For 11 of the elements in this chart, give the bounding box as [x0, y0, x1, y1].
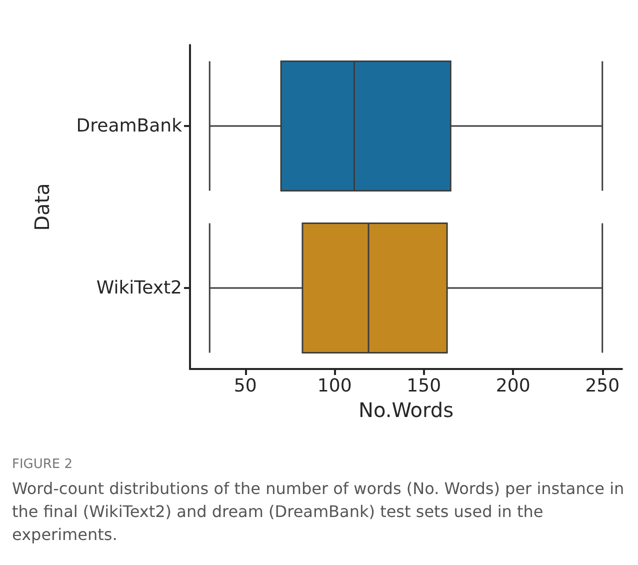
text: Word-count distributions of the number of words (No. Words) per instance in the final (WikiText2) and dream (DreamBank) test sets used in the experiments.	[12, 479, 630, 544]
x-axis-title: No.Words	[358, 398, 454, 422]
x-tick-label: 250	[585, 376, 620, 396]
x-tick-label: 100	[317, 376, 352, 396]
caption: FIGURE 2	[12, 457, 73, 472]
y-tick-label: WikiText2	[96, 278, 182, 298]
y-tick-label: DreamBank	[76, 116, 183, 136]
y-axis-title: Data	[30, 183, 54, 231]
x-tick-label: 200	[496, 376, 530, 396]
x-tick-label: 50	[234, 376, 257, 396]
x-tick-label: 150	[406, 376, 442, 396]
